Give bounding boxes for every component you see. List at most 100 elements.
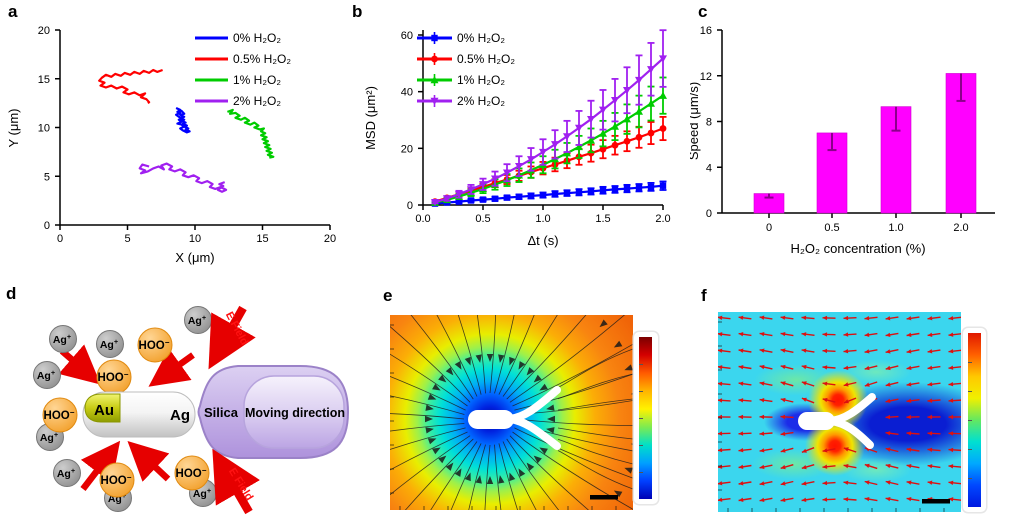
colorbar-tick bbox=[639, 445, 643, 446]
msd-chart: 0.0 0.5 1.0 1.5 2.0 0 20 40 60 Δt (s) MSD (μm²) 0% … bbox=[363, 29, 671, 248]
svg-text:20: 20 bbox=[401, 143, 413, 155]
trajectory-path-0 bbox=[175, 107, 191, 134]
svg-text:Ag+: Ag+ bbox=[57, 466, 75, 480]
svg-text:0.5: 0.5 bbox=[475, 213, 490, 225]
silver-ion-3: Ag+ bbox=[33, 361, 61, 389]
svg-text:0: 0 bbox=[44, 220, 50, 232]
legend-b-label-1: 0.5% H₂O₂ bbox=[457, 52, 515, 66]
mechanism-schematic: Ag+Ag+Ag+Ag+Ag+Ag+Ag+Ag+HOO−HOO−HOO−HOO−… bbox=[33, 305, 350, 515]
trajectory-path-2 bbox=[227, 108, 275, 159]
peroxide-ion-1: HOO− bbox=[96, 359, 132, 395]
au-label: Au bbox=[94, 402, 114, 419]
svg-text:40: 40 bbox=[401, 87, 413, 99]
bar-cat-label-3: 2.0 bbox=[953, 222, 968, 234]
svg-text:HOO−: HOO− bbox=[139, 338, 170, 352]
silver-ion-1: Ag+ bbox=[96, 330, 124, 358]
svg-text:Ag+: Ag+ bbox=[193, 486, 211, 500]
legend-a-label-3: 2% H₂O₂ bbox=[233, 94, 281, 108]
panel-label-e: e bbox=[383, 286, 393, 305]
efield-arrow-1 bbox=[212, 448, 260, 515]
svg-text:8: 8 bbox=[706, 117, 712, 129]
colorbar-tick bbox=[968, 478, 972, 479]
ylabel-a: Y (μm) bbox=[6, 108, 21, 147]
legend-b: 0% H₂O₂ 0.5% H₂O₂ 1% H₂O₂ 2% H₂O₂ bbox=[417, 31, 515, 108]
ylabel-b: MSD (μm²) bbox=[363, 86, 378, 150]
panel-label-a: a bbox=[8, 2, 18, 21]
au-cap bbox=[84, 393, 121, 423]
flowfield-vectors-overlay bbox=[718, 315, 961, 512]
panel-label-c: c bbox=[698, 2, 708, 21]
svg-text:16: 16 bbox=[700, 25, 712, 37]
msd-series-3 bbox=[431, 29, 667, 207]
reaction-arrow-3 bbox=[127, 440, 171, 482]
bar-cat-label-1: 0.5 bbox=[824, 222, 839, 234]
nanomotor-silhouette bbox=[468, 386, 561, 450]
svg-text:HOO−: HOO− bbox=[44, 408, 75, 422]
bar-error-2 bbox=[891, 106, 901, 132]
trajectory-chart: 0 5 10 15 20 0 5 10 15 20 X (μm) Y (μm) 0% H₂O₂ 0.5% … bbox=[6, 25, 336, 265]
colorbar-tick bbox=[639, 472, 643, 473]
svg-text:12: 12 bbox=[700, 71, 712, 83]
peroxide-ion-0: HOO− bbox=[137, 327, 173, 363]
panel-label-b: b bbox=[352, 2, 363, 21]
xlabel-c: H₂O₂ concentration (%) bbox=[790, 241, 925, 256]
efield-arrow-0 bbox=[208, 305, 256, 370]
legend-a-label-2: 1% H₂O₂ bbox=[233, 73, 281, 87]
svg-text:0: 0 bbox=[706, 208, 712, 220]
xlabel-b: Δt (s) bbox=[527, 233, 558, 248]
svg-text:20: 20 bbox=[38, 25, 50, 37]
bar-error-0 bbox=[764, 193, 774, 199]
svg-text:10: 10 bbox=[38, 123, 50, 135]
trajectory-path-1 bbox=[98, 68, 163, 105]
colorbar-tick bbox=[968, 362, 972, 363]
colorbar-e bbox=[634, 332, 658, 504]
trajectory-path-3 bbox=[138, 162, 228, 193]
silver-ion-2: Ag+ bbox=[184, 306, 212, 334]
svg-text:2.0: 2.0 bbox=[655, 213, 670, 225]
panel-label-d: d bbox=[6, 284, 17, 303]
colorbar-tick bbox=[639, 391, 643, 392]
colorbar-tick bbox=[639, 418, 643, 419]
moving-direction-label: Moving direction bbox=[245, 406, 345, 420]
svg-text:0: 0 bbox=[407, 200, 413, 212]
efield-streamlines-overlay bbox=[390, 315, 633, 510]
panel-label-f: f bbox=[701, 286, 707, 305]
colorbar-tick bbox=[968, 449, 972, 450]
colorbar-tick bbox=[968, 391, 972, 392]
svg-text:0.0: 0.0 bbox=[415, 213, 430, 225]
svg-text:Ag+: Ag+ bbox=[37, 368, 55, 382]
peroxide-ion-2: HOO− bbox=[42, 397, 78, 433]
ylabel-c: Speed (μm/s) bbox=[690, 82, 701, 160]
svg-text:Ag+: Ag+ bbox=[40, 430, 58, 444]
svg-text:Ag+: Ag+ bbox=[100, 337, 118, 351]
legend-a: 0% H₂O₂ 0.5% H₂O₂ 1% H₂O₂ 2% H₂O₂ bbox=[195, 31, 291, 108]
colorbar-f bbox=[963, 328, 986, 512]
efield-simulation-plot bbox=[390, 315, 633, 510]
xlabel-a: X (μm) bbox=[175, 250, 214, 265]
colorbar-tick bbox=[639, 364, 643, 365]
legend-b-label-3: 2% H₂O₂ bbox=[457, 94, 505, 108]
peroxide-ion-4: HOO− bbox=[174, 455, 210, 491]
svg-text:Ag+: Ag+ bbox=[188, 313, 206, 327]
svg-text:5: 5 bbox=[124, 233, 130, 245]
silica-inner bbox=[243, 375, 345, 449]
ag-label: Ag bbox=[170, 407, 190, 424]
svg-text:15: 15 bbox=[256, 233, 268, 245]
svg-text:1.0: 1.0 bbox=[535, 213, 550, 225]
reaction-arrow-2 bbox=[80, 440, 121, 491]
speed-bar-chart: 0 4 8 12 16 0 0.5 1.0 2.0 H₂O₂ concentration (%) S… bbox=[690, 25, 995, 256]
silver-ion-0: Ag+ bbox=[49, 325, 77, 353]
flowfield-simulation-plot bbox=[718, 312, 961, 512]
plot-edge-ticks bbox=[718, 321, 945, 512]
svg-text:60: 60 bbox=[401, 30, 413, 42]
legend-b-label-0: 0% H₂O₂ bbox=[457, 31, 505, 45]
axes-a bbox=[55, 29, 331, 230]
svg-text:20: 20 bbox=[324, 233, 336, 245]
colorbar-f-gradient bbox=[968, 333, 981, 507]
plot-edge-ticks bbox=[390, 324, 617, 510]
silica-label: Silica bbox=[204, 405, 239, 420]
scalebar-e bbox=[590, 495, 618, 500]
peroxide-ion-3: HOO− bbox=[99, 462, 135, 498]
colorbar-e-gradient bbox=[639, 337, 652, 499]
